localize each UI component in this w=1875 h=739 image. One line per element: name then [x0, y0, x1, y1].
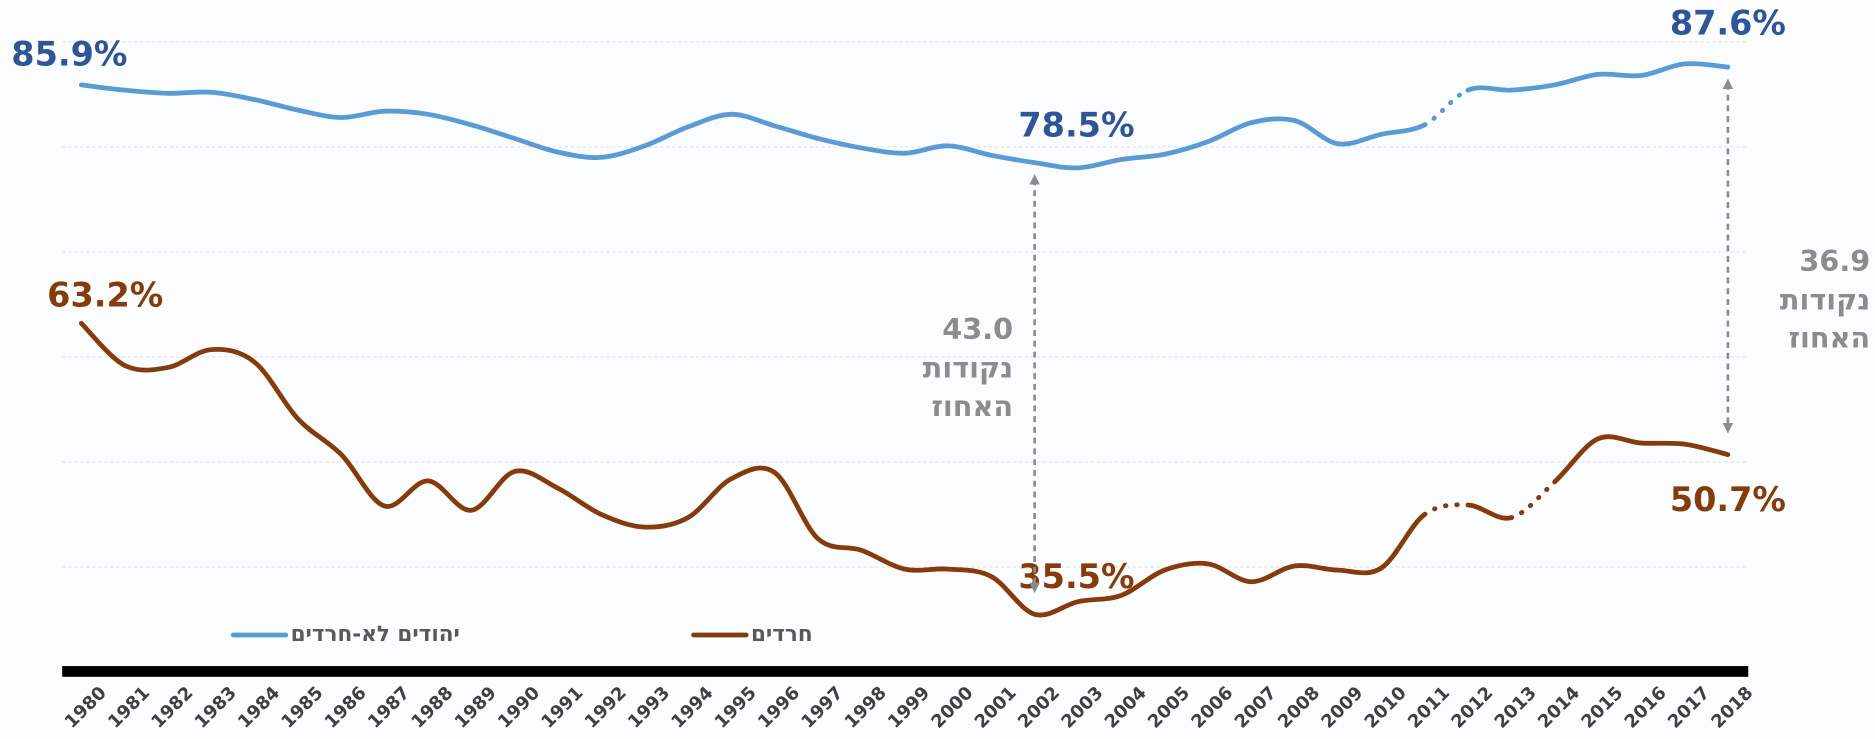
data-label: 35.5%	[1018, 557, 1134, 596]
x-tick-label: 2003	[1057, 682, 1107, 732]
series-line	[1422, 502, 1471, 517]
data-label: 63.2%	[47, 276, 163, 315]
x-tick-label: 1997	[797, 682, 847, 732]
gap-annotation: האחוז	[931, 389, 1013, 423]
x-tick-label: 1990	[494, 682, 544, 732]
x-tick-label: 2001	[971, 682, 1021, 732]
data-label: 50.7%	[1670, 480, 1786, 519]
series-line	[1422, 87, 1471, 128]
x-tick-label: 1992	[581, 682, 631, 732]
series-line	[78, 82, 1427, 171]
x-tick-label: 2015	[1577, 682, 1627, 732]
x-tick-label: 1995	[711, 682, 761, 732]
x-tick-label: 1996	[754, 682, 804, 732]
gap-annotation: נקודות	[1780, 282, 1870, 316]
x-tick-label: 1984	[234, 682, 284, 732]
x-tick-label: 2016	[1621, 682, 1671, 732]
gap-annotation: נקודות	[923, 351, 1013, 385]
x-tick-label: 1986	[321, 682, 371, 732]
x-tick-label: 1991	[537, 682, 587, 732]
x-tick-label: 1989	[451, 682, 501, 732]
x-tick-label: 1994	[667, 682, 717, 732]
gap-annotation: האחוז	[1789, 321, 1871, 355]
data-label: 87.6%	[1670, 4, 1786, 43]
series-line	[1465, 61, 1731, 93]
data-label: 85.9%	[11, 35, 127, 74]
x-tick-label: 2008	[1274, 682, 1324, 732]
x-tick-label: 2010	[1361, 682, 1411, 732]
x-tick-label: 2002	[1014, 682, 1064, 732]
legend-label: יהודים לא-חרדים	[291, 622, 460, 647]
gap-annotation: 36.9	[1799, 244, 1870, 278]
x-tick-label: 1982	[147, 682, 197, 732]
series-line	[1552, 434, 1731, 485]
x-tick-label: 1987	[364, 682, 414, 732]
x-tick-label: 2011	[1404, 682, 1454, 732]
x-tick-label: 1993	[624, 682, 674, 732]
x-tick-label: 2014	[1534, 682, 1584, 732]
x-tick-label: 1999	[884, 682, 934, 732]
x-tick-label: 2018	[1707, 682, 1757, 732]
series-line	[1465, 502, 1514, 521]
x-axis	[62, 666, 1749, 677]
x-tick-label: 2007	[1231, 682, 1281, 732]
x-tick-label: 2009	[1317, 682, 1367, 732]
x-tick-label: 2013	[1491, 682, 1541, 732]
x-tick-label: 2004	[1101, 682, 1151, 732]
legend-label: חרדים	[751, 622, 813, 647]
x-tick-label: 1998	[841, 682, 891, 732]
x-tick-label: 1983	[191, 682, 241, 732]
data-label: 78.5%	[1018, 105, 1134, 144]
x-tick-label: 2005	[1144, 682, 1194, 732]
x-tick-label: 1985	[277, 682, 327, 732]
x-tick-label: 1988	[407, 682, 457, 732]
gap-annotation: 43.0	[942, 312, 1013, 346]
series-line	[78, 320, 1427, 618]
x-tick-label: 2012	[1447, 682, 1497, 732]
x-tick-label: 1980	[61, 682, 111, 732]
series-line	[1508, 479, 1557, 521]
x-tick-label: 2000	[927, 682, 977, 732]
x-tick-label: 2006	[1187, 682, 1237, 732]
x-tick-label: 1981	[104, 682, 154, 732]
x-tick-label: 2017	[1664, 682, 1714, 732]
